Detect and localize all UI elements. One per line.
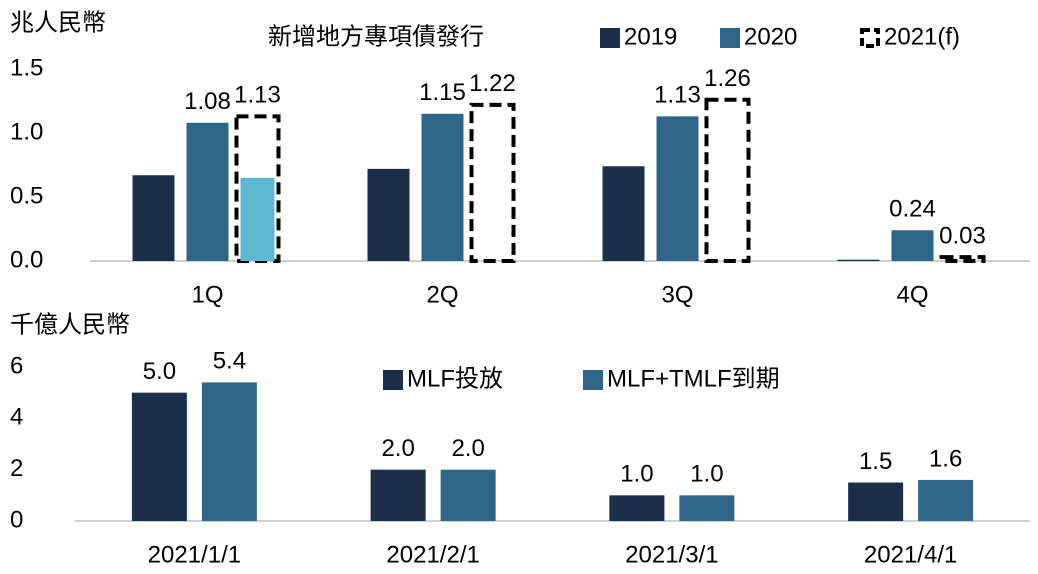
x-tick-label: 2021/2/1 xyxy=(386,541,479,568)
y-tick-label: 1.5 xyxy=(10,54,43,81)
data-label: 0.03 xyxy=(939,223,986,250)
bar xyxy=(939,255,986,264)
x-tick-label: 2021/3/1 xyxy=(625,541,718,568)
bar xyxy=(370,469,426,521)
x-tick-label: 2021/1/1 xyxy=(148,541,241,568)
data-label: 1.0 xyxy=(620,461,653,488)
data-label: 2.0 xyxy=(381,435,414,462)
legend-swatch xyxy=(583,370,603,390)
data-label: 5.4 xyxy=(213,348,246,375)
data-label: 1.13 xyxy=(654,82,701,109)
bar xyxy=(656,116,699,261)
bar xyxy=(679,495,735,521)
data-label: 1.15 xyxy=(419,79,466,106)
bar xyxy=(186,122,229,261)
data-label: 2.0 xyxy=(451,435,484,462)
legend-swatch xyxy=(860,28,880,48)
bar xyxy=(891,230,934,261)
unit-label: 千億人民幣 xyxy=(10,311,130,338)
data-label: 1.6 xyxy=(929,445,962,472)
data-label: 1.13 xyxy=(234,82,281,109)
x-tick-label: 3Q xyxy=(661,281,693,308)
x-tick-label: 4Q xyxy=(896,281,928,308)
y-tick-label: 2 xyxy=(10,455,23,482)
bar xyxy=(704,97,751,263)
data-label: 1.26 xyxy=(704,65,751,92)
legend-swatch xyxy=(383,370,403,390)
bar xyxy=(421,113,464,261)
x-tick-label: 2021/4/1 xyxy=(864,541,957,568)
bar xyxy=(602,166,645,261)
unit-label: 兆人民幣 xyxy=(10,9,106,36)
chart-title: 新增地方專項債發行 xyxy=(268,23,484,50)
bar xyxy=(837,259,880,261)
legend-label: MLF+TMLF到期 xyxy=(607,365,780,392)
legend-label: 2019 xyxy=(624,23,677,50)
y-tick-label: 0.5 xyxy=(10,182,43,209)
x-tick-label: 1Q xyxy=(191,281,223,308)
data-label: 5.0 xyxy=(143,358,176,385)
legend-swatch xyxy=(600,28,620,48)
bar xyxy=(440,469,496,521)
data-label: 1.5 xyxy=(859,448,892,475)
bar xyxy=(848,482,904,521)
data-label: 1.08 xyxy=(184,88,231,115)
bar xyxy=(609,495,665,521)
bar xyxy=(240,177,275,261)
y-tick-label: 4 xyxy=(10,404,23,431)
y-tick-label: 0 xyxy=(10,506,23,533)
y-tick-label: 0.0 xyxy=(10,246,43,273)
data-label: 1.0 xyxy=(690,461,723,488)
bar xyxy=(201,382,257,521)
bar xyxy=(918,479,974,521)
data-label: 1.22 xyxy=(469,70,516,97)
y-tick-label: 1.0 xyxy=(10,118,43,145)
legend-label: 2020 xyxy=(744,23,797,50)
bar xyxy=(469,102,516,263)
bar xyxy=(367,168,410,261)
y-tick-label: 6 xyxy=(10,352,23,379)
x-tick-label: 2Q xyxy=(426,281,458,308)
legend-swatch xyxy=(720,28,740,48)
legend-label: MLF投放 xyxy=(407,365,503,392)
bar xyxy=(131,392,187,521)
data-label: 0.24 xyxy=(889,196,936,223)
legend-label: 2021(f) xyxy=(884,23,960,50)
bar xyxy=(132,175,175,261)
